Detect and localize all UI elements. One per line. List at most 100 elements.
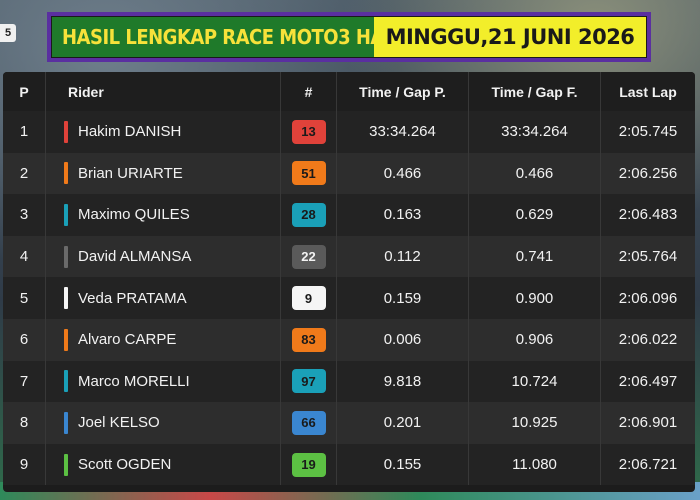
- rider-name: Joel KELSO: [78, 414, 160, 432]
- row-number: 19: [280, 443, 336, 486]
- row-position: 6: [19, 331, 29, 349]
- row-rider: David ALMANSA: [45, 235, 280, 278]
- row-number: 13: [280, 111, 336, 153]
- row-gap-previous: 9.818: [336, 360, 468, 403]
- rider-number-badge: 66: [291, 410, 326, 435]
- row-rider: Maximo QUILES: [45, 194, 280, 236]
- rider-name: Hakim DANISH: [78, 123, 182, 141]
- team-color-bar: [64, 120, 68, 143]
- table-row: 4 David ALMANSA 22 0.112 0.741 2:05.764: [3, 235, 695, 278]
- banner-date: MINGGU,21 JUNI 2026: [374, 17, 646, 57]
- table-row: 2 Brian URIARTE 51 0.466 0.466 2:06.256: [3, 152, 695, 195]
- header-gap-first: Time / Gap F.: [468, 72, 600, 111]
- table-row: 6 Alvaro CARPE 83 0.006 0.906 2:06.022: [3, 318, 695, 361]
- team-color-bar: [64, 162, 68, 185]
- team-color-bar: [64, 203, 68, 226]
- row-number: 83: [280, 318, 336, 361]
- row-gap-previous: 0.155: [336, 443, 468, 486]
- team-color-bar: [64, 453, 68, 476]
- table-row: 9 Scott OGDEN 19 0.155 11.080 2:06.721: [3, 443, 695, 486]
- row-last-lap: 2:05.745: [600, 111, 695, 153]
- rider-name: Brian URIARTE: [78, 164, 183, 182]
- row-rider: Marco MORELLI: [45, 360, 280, 403]
- row-position: 4: [19, 248, 29, 266]
- row-rider: Hakim DANISH: [45, 111, 280, 153]
- row-last-lap: 2:06.901: [600, 402, 695, 444]
- table-row: 8 Joel KELSO 66 0.201 10.925 2:06.901: [3, 402, 695, 444]
- row-number: 66: [280, 402, 336, 444]
- row-rider: Scott OGDEN: [45, 443, 280, 486]
- row-last-lap: 2:06.497: [600, 360, 695, 403]
- team-color-bar: [64, 287, 68, 310]
- rider-name: Maximo QUILES: [78, 206, 190, 224]
- row-number: 97: [280, 360, 336, 403]
- row-last-lap: 2:06.256: [600, 152, 695, 195]
- team-color-bar: [64, 411, 68, 434]
- row-gap-first: 0.741: [468, 235, 600, 278]
- header-banner: HASIL LENGKAP RACE MOTO3 HARI INI MINGGU…: [47, 12, 651, 62]
- row-gap-first: 10.925: [468, 402, 600, 444]
- rider-name: Veda PRATAMA: [78, 289, 187, 307]
- row-gap-first: 0.900: [468, 277, 600, 319]
- rider-name: Alvaro CARPE: [78, 331, 177, 349]
- rider-name: Scott OGDEN: [78, 456, 172, 474]
- team-color-bar: [64, 245, 68, 268]
- rider-number-badge: 13: [291, 119, 326, 144]
- row-last-lap: 2:06.022: [600, 318, 695, 361]
- row-last-lap: 2:06.096: [600, 277, 695, 319]
- rider-number-badge: 22: [291, 244, 326, 269]
- row-number: 9: [280, 277, 336, 319]
- header-position: P: [19, 83, 29, 100]
- row-gap-first: 0.906: [468, 318, 600, 361]
- row-gap-first: 0.466: [468, 152, 600, 195]
- row-position: 3: [19, 206, 29, 224]
- rider-number-badge: 97: [291, 369, 326, 394]
- header-number: #: [280, 72, 336, 111]
- row-rider: Veda PRATAMA: [45, 277, 280, 319]
- table-header: P Rider # Time / Gap P. Time / Gap F. La…: [3, 72, 695, 111]
- row-gap-first: 11.080: [468, 443, 600, 486]
- row-gap-previous: 0.466: [336, 152, 468, 195]
- row-gap-previous: 0.201: [336, 402, 468, 444]
- row-gap-previous: 0.163: [336, 194, 468, 236]
- row-gap-first: 10.724: [468, 360, 600, 403]
- row-number: 22: [280, 235, 336, 278]
- row-rider: Alvaro CARPE: [45, 318, 280, 361]
- banner-title: HASIL LENGKAP RACE MOTO3 HARI INI: [52, 17, 437, 57]
- team-color-bar: [64, 370, 68, 393]
- row-number: 28: [280, 194, 336, 236]
- row-gap-previous: 33:34.264: [336, 111, 468, 153]
- table-row: 1 Hakim DANISH 13 33:34.264 33:34.264 2:05.74…: [3, 111, 695, 153]
- row-gap-first: 33:34.264: [468, 111, 600, 153]
- row-rider: Joel KELSO: [45, 402, 280, 444]
- row-position: 1: [19, 123, 29, 141]
- row-position: 7: [19, 372, 29, 390]
- row-gap-previous: 0.159: [336, 277, 468, 319]
- row-position: 9: [19, 456, 29, 474]
- header-rider: Rider: [45, 72, 280, 111]
- team-color-bar: [64, 328, 68, 351]
- results-table: P Rider # Time / Gap P. Time / Gap F. La…: [3, 72, 695, 492]
- row-position: 2: [19, 164, 29, 182]
- rider-name: David ALMANSA: [78, 248, 192, 266]
- row-gap-previous: 0.112: [336, 235, 468, 278]
- row-last-lap: 2:06.721: [600, 443, 695, 486]
- table-row: 7 Marco MORELLI 97 9.818 10.724 2:06.497: [3, 360, 695, 403]
- row-position: 8: [19, 414, 29, 432]
- header-gap-previous: Time / Gap P.: [336, 72, 468, 111]
- row-gap-first: 0.629: [468, 194, 600, 236]
- row-position: 5: [19, 289, 29, 307]
- rider-name: Marco MORELLI: [78, 372, 190, 390]
- header-last-lap: Last Lap: [600, 72, 695, 111]
- rider-number-badge: 28: [291, 202, 326, 227]
- rider-number-badge: 9: [291, 286, 326, 311]
- row-rider: Brian URIARTE: [45, 152, 280, 195]
- row-last-lap: 2:06.483: [600, 194, 695, 236]
- logo-icon: 5: [0, 24, 16, 42]
- table-row: 5 Veda PRATAMA 9 0.159 0.900 2:06.096: [3, 277, 695, 319]
- rider-number-badge: 83: [291, 327, 326, 352]
- table-row: 3 Maximo QUILES 28 0.163 0.629 2:06.483: [3, 194, 695, 236]
- row-last-lap: 2:05.764: [600, 235, 695, 278]
- rider-number-badge: 51: [291, 161, 326, 186]
- row-number: 51: [280, 152, 336, 195]
